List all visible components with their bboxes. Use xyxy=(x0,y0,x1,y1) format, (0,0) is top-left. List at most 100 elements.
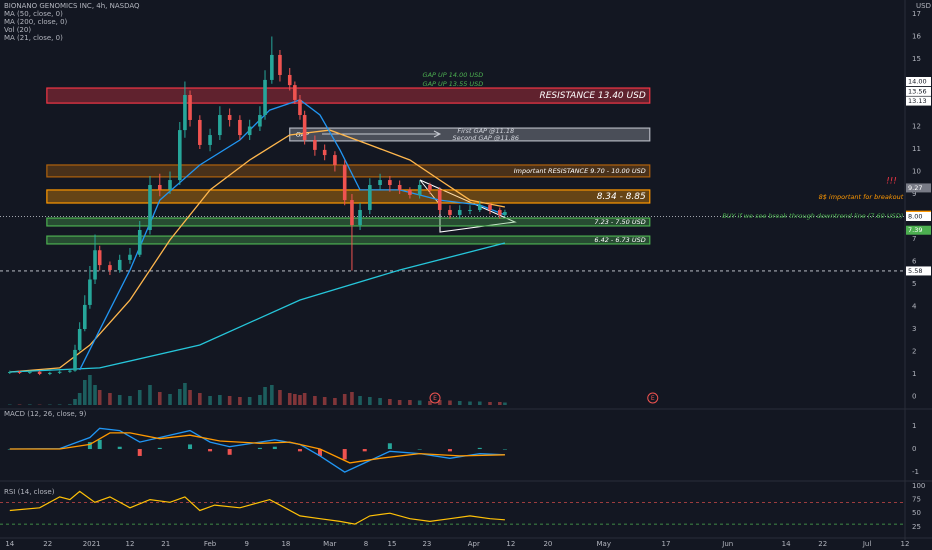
y-tick-label: 15 xyxy=(912,55,921,63)
candle-body xyxy=(68,370,72,372)
candle-body xyxy=(428,185,432,190)
annotation: BUY if we see break through downtrend li… xyxy=(722,212,903,220)
candle-body xyxy=(88,279,92,305)
zone-label: 7.23 - 7.50 USD xyxy=(594,218,645,226)
macd-histogram-bar xyxy=(227,449,232,455)
volume-bar xyxy=(342,394,347,405)
price-label-box xyxy=(906,225,931,235)
y-tick-label: 2 xyxy=(912,348,916,356)
rsi-line xyxy=(9,490,505,525)
candle-body xyxy=(57,371,62,373)
volume-bar xyxy=(497,402,502,405)
zone xyxy=(46,189,651,204)
gap-arrow-head xyxy=(433,130,442,138)
x-tick-label: Mar xyxy=(323,540,336,548)
volume-bar xyxy=(408,400,412,405)
y-tick-label: 4 xyxy=(912,303,917,311)
macd-histogram-bar xyxy=(117,446,122,450)
candle-body xyxy=(293,85,297,100)
price-label: 7.39 xyxy=(908,226,922,234)
macd-histogram-bar xyxy=(257,447,262,450)
x-tick-label: Jul xyxy=(862,540,872,548)
volume-bar xyxy=(388,399,392,405)
volume-bar xyxy=(358,396,362,405)
rsi-tick-label: 75 xyxy=(912,496,921,504)
annotation: GAP UP 14.00 USD xyxy=(423,71,484,79)
macd-histogram-bar xyxy=(157,447,162,450)
candle-body xyxy=(183,95,187,131)
annotation: !!! xyxy=(886,176,897,186)
macd-histogram-bar xyxy=(502,449,507,450)
volume-bar xyxy=(137,390,142,405)
volume-bar xyxy=(278,390,282,405)
volume-bar xyxy=(477,401,482,405)
currency: USD xyxy=(916,2,931,10)
candle-body xyxy=(82,304,87,329)
candle-body xyxy=(378,180,382,185)
candle-body xyxy=(37,371,42,374)
macd-histogram-bar xyxy=(272,446,277,450)
candle-body xyxy=(188,95,192,120)
zone-label: GAP xyxy=(296,130,309,138)
volume-bar xyxy=(77,393,82,405)
candle-body xyxy=(408,189,412,195)
macd-histogram-bar xyxy=(417,449,422,450)
volume-bar xyxy=(287,393,292,405)
candle-body xyxy=(137,230,142,255)
macd-histogram-bar xyxy=(477,447,482,450)
volume-bar xyxy=(313,396,317,405)
macd-histogram-bar xyxy=(447,449,452,452)
annotation: First GAP @11.18 xyxy=(457,127,514,135)
macd-histogram-bar xyxy=(137,449,142,456)
volume-bar xyxy=(322,397,327,405)
x-tick-label: 17 xyxy=(662,540,671,548)
zone-label: Important RESISTANCE 9.70 - 10.00 USD xyxy=(514,167,646,175)
volume-bar xyxy=(128,396,132,405)
zone-label: 6.42 - 6.73 USD xyxy=(594,236,645,244)
volume-bar xyxy=(68,404,72,405)
volume-bar xyxy=(238,397,242,405)
volume-bar xyxy=(417,400,422,405)
price-label: 14.00 xyxy=(908,78,927,86)
candle-body xyxy=(388,180,392,185)
candle-body xyxy=(342,164,347,201)
x-tick-label: Apr xyxy=(468,540,480,548)
candle-body xyxy=(270,54,274,80)
signal-line xyxy=(9,432,505,464)
candle-body xyxy=(93,250,97,280)
moving-average xyxy=(9,242,506,373)
x-tick-label: Jun xyxy=(721,540,733,548)
candle-body xyxy=(208,135,212,145)
volume-bar xyxy=(247,397,252,405)
legend-entry: MA (21, close, 0) xyxy=(4,34,63,42)
price-label-box xyxy=(906,212,931,221)
volume-bar xyxy=(293,394,297,405)
legend-entry: MA (200, close, 0) xyxy=(4,18,68,26)
candle-body xyxy=(302,115,307,140)
macd-tick-label: 1 xyxy=(912,422,916,430)
zone-label: 8.34 - 8.85 xyxy=(597,192,646,202)
annotation: GAP UP 13.55 USD xyxy=(423,80,484,88)
earnings-label: E xyxy=(433,395,437,402)
zone xyxy=(46,235,651,245)
macd-line xyxy=(9,427,505,473)
volume-bar xyxy=(437,400,442,405)
volume-bar xyxy=(17,404,22,405)
legend-entry: Vol (20) xyxy=(4,26,31,34)
x-tick-label: 22 xyxy=(818,540,827,548)
candle-body xyxy=(17,371,22,373)
candle-body xyxy=(503,212,507,215)
price-label: 5.58 xyxy=(908,267,922,275)
volume-bar xyxy=(198,393,202,405)
candle-body xyxy=(128,254,132,260)
volume-bar xyxy=(218,395,222,405)
x-tick-label: 9 xyxy=(244,540,248,548)
x-tick-label: 14 xyxy=(5,540,14,548)
candle-body xyxy=(178,130,182,181)
macd-histogram-bar xyxy=(188,444,193,450)
price-label: 13.13 xyxy=(908,97,927,105)
candle-body xyxy=(313,140,317,150)
triangle-pattern xyxy=(419,179,517,233)
x-tick-label: 12 xyxy=(125,540,134,548)
